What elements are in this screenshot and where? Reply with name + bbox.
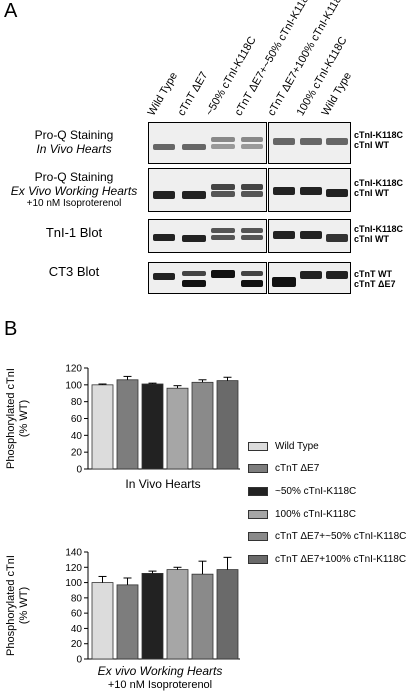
bar [116, 379, 139, 470]
right-label: cTnT ΔE7 [354, 279, 396, 289]
chart-ex-vivo: 0 20 40 60 80 100 120 140 Phosphorylated cTnI (% … [5, 548, 240, 666]
right-label: cTnI-K118C [354, 178, 404, 188]
panel-b-letter: B [4, 318, 18, 340]
blot-proq-invivo-right [268, 122, 351, 164]
y-axis-label: Phosphorylated cTnI [5, 555, 17, 656]
chart-ex-vivo-subtitle: +10 nM Isoproterenol [107, 679, 213, 691]
y-tick-label: 40 [71, 624, 83, 635]
right-label: cTnI-K118C [354, 130, 404, 140]
blot-ct3-right [268, 262, 351, 294]
y-tick-label: 100 [65, 578, 82, 589]
blot-ct3-left [148, 262, 267, 294]
y-axis-label: (% WT) [18, 400, 30, 437]
row-label-proq-invivo: Pro-Q Staining In Vivo Hearts [34, 128, 114, 156]
legend-item: 100% cTnI-K118C [248, 509, 356, 520]
legend-swatch [248, 487, 268, 496]
y-tick-label: 100 [65, 380, 82, 391]
y-tick-label: 120 [65, 563, 82, 574]
bar [166, 569, 189, 660]
row-label-tni1: TnI-1 Blot [45, 225, 103, 240]
legend-item: cTnT ΔE7 [248, 463, 319, 474]
y-tick-label: 40 [71, 431, 83, 442]
right-label: cTnI-K118C [354, 224, 404, 234]
legend-item: cTnT ΔE7+100% cTnI-K118C [248, 554, 406, 565]
panel-a-letter: A [4, 0, 18, 22]
legend-swatch [248, 464, 268, 473]
bar [166, 387, 189, 470]
legend-swatch [248, 532, 268, 541]
bar [91, 384, 114, 470]
y-tick-label: 60 [71, 414, 83, 425]
legend-swatch [248, 555, 268, 564]
row-label-proq-exvivo: Pro-Q Staining Ex Vivo Working Hearts +1… [10, 170, 138, 209]
bar [216, 569, 239, 660]
bar [116, 584, 139, 660]
legend-item: cTnT ΔE7+~50% cTnI-K118C [248, 531, 406, 542]
bar [216, 380, 239, 470]
bar [141, 383, 164, 470]
y-tick-label: 20 [71, 639, 83, 650]
blot-tni1-right [268, 219, 351, 253]
chart-in-vivo: 0 20 40 60 80 100 120 Phosphorylated cTnI (% WT) [5, 364, 240, 476]
chart-ex-vivo-title: Ex vivo Working Hearts [97, 664, 223, 678]
blot-proq-invivo-left [148, 122, 267, 164]
bar [191, 573, 214, 660]
y-tick-label: 0 [76, 655, 82, 666]
right-label: cTnI WT [354, 234, 389, 244]
y-axis-label: Phosphorylated cTnI [5, 368, 17, 469]
bar [141, 573, 164, 660]
legend-item: Wild Type [248, 441, 319, 452]
y-tick-label: 120 [65, 364, 82, 375]
y-tick-label: 0 [76, 465, 82, 476]
y-tick-label: 60 [71, 609, 83, 620]
right-label: cTnI WT [354, 140, 389, 150]
legend-swatch [248, 510, 268, 519]
blot-proq-exvivo-left [148, 168, 267, 212]
bar [91, 582, 114, 660]
y-tick-label: 80 [71, 593, 83, 604]
row-label-ct3: CT3 Blot [48, 264, 100, 279]
bar [191, 381, 214, 470]
blot-proq-exvivo-right [268, 168, 351, 212]
blot-tni1-left [148, 219, 267, 253]
y-axis-label: (% WT) [18, 587, 30, 624]
y-tick-label: 140 [65, 548, 82, 559]
legend-swatch [248, 442, 268, 451]
right-label: cTnT WT [354, 269, 392, 279]
right-label: cTnI WT [354, 188, 389, 198]
y-tick-label: 80 [71, 397, 83, 408]
legend-item: ~50% cTnI-K118C [248, 486, 356, 497]
chart-in-vivo-title: In Vivo Hearts [125, 477, 201, 491]
lane-label: ~50% cTnI-K118C [203, 34, 259, 118]
y-tick-label: 20 [71, 448, 83, 459]
